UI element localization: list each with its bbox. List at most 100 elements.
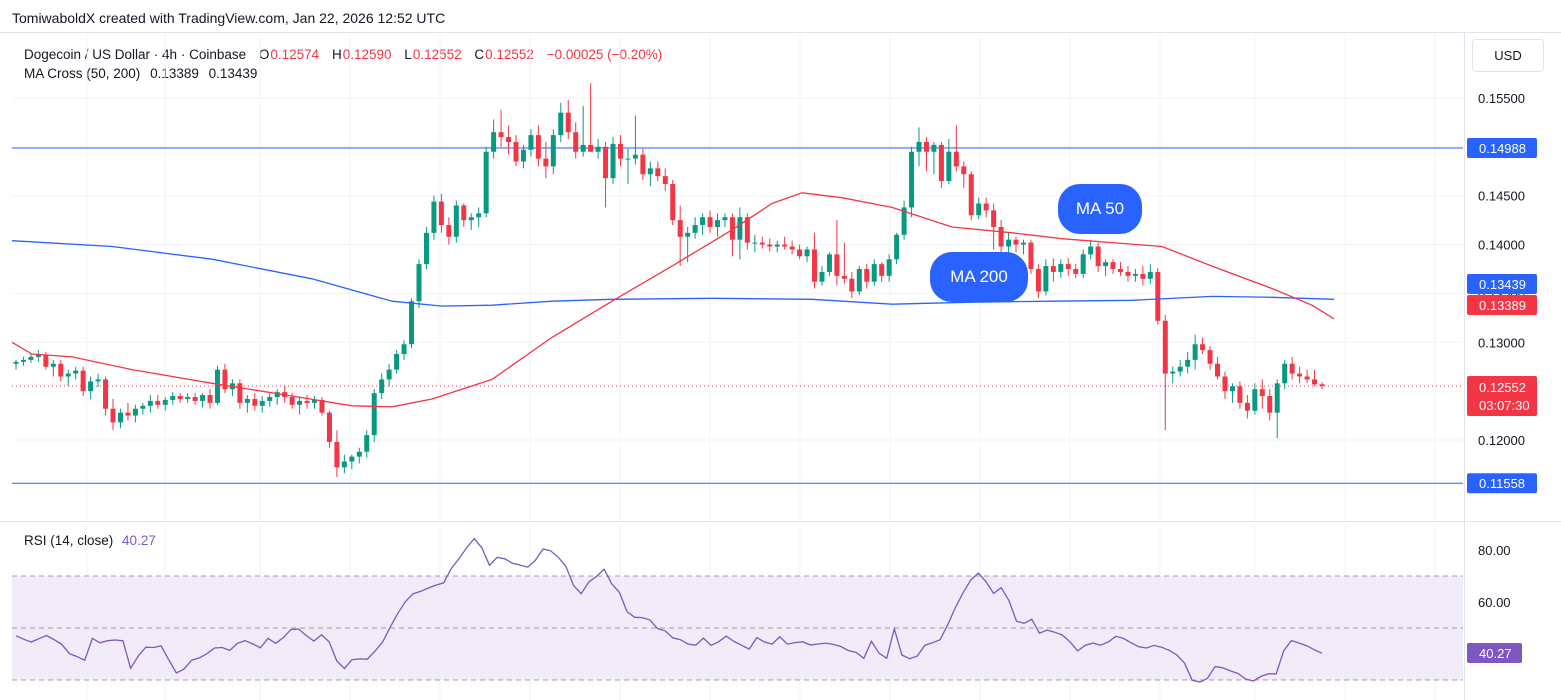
candle-body	[155, 400, 161, 405]
candle-body	[461, 205, 467, 221]
price-tick-label: 0.15500	[1478, 91, 1525, 106]
candle-body	[192, 397, 198, 401]
candle-body	[1229, 386, 1235, 392]
candle-body	[1155, 271, 1161, 321]
candle-body	[162, 399, 168, 405]
support-price-tag-bg	[1467, 473, 1537, 494]
candle-body	[1103, 262, 1109, 267]
candle-body	[1043, 266, 1049, 292]
candle-body	[1177, 366, 1183, 372]
candle-body	[28, 356, 34, 360]
currency-button[interactable]: USD	[1472, 39, 1544, 72]
candle-body	[1222, 376, 1228, 392]
ma50-line	[11, 192, 1335, 408]
candle-body	[80, 370, 86, 392]
candle-body	[95, 379, 101, 382]
candle-body	[1088, 246, 1094, 255]
close-value: 0.12552	[485, 47, 534, 62]
candle-body	[416, 264, 422, 302]
candle-body	[662, 176, 668, 184]
candle-body	[65, 373, 71, 377]
open-label: O	[258, 47, 270, 62]
ma200-legend-value: 0.13439	[208, 66, 258, 81]
candle-body	[1095, 246, 1101, 267]
candle-body	[685, 232, 691, 237]
ma-cross-label: MA Cross (50, 200)	[24, 66, 141, 81]
candle-body	[931, 144, 937, 152]
candle-body	[588, 144, 594, 152]
candle-body	[334, 441, 340, 468]
candle-body	[1013, 239, 1019, 245]
candle-body	[901, 207, 907, 235]
candle-body	[655, 168, 661, 177]
candle-body	[1170, 371, 1176, 374]
candle-body	[677, 220, 683, 237]
candle-body	[371, 393, 377, 436]
candle-body	[1200, 344, 1206, 351]
candle-body	[991, 210, 997, 227]
symbol-title[interactable]: Dogecoin / US Dollar · 4h · Coinbase	[24, 47, 247, 62]
candle-body	[498, 132, 504, 138]
candle-body	[894, 234, 900, 260]
candle-body	[1304, 376, 1310, 380]
candle-body	[468, 217, 474, 221]
rsi-tick-label: 80.00	[1478, 543, 1511, 558]
candle-body	[983, 203, 989, 211]
candle-body	[632, 154, 638, 159]
candle-body	[759, 242, 765, 245]
candle-body	[968, 174, 974, 216]
candle-body	[998, 226, 1004, 247]
candle-body	[341, 461, 347, 468]
candle-body	[804, 249, 810, 257]
ma-legend[interactable]: MA Cross (50, 200) 0.13389 0.13439	[24, 66, 257, 81]
candle-body	[1140, 273, 1146, 279]
rsi-legend[interactable]: RSI (14, close) 40.27	[24, 533, 156, 548]
candle-body	[297, 400, 303, 405]
candle-body	[595, 146, 601, 152]
candle-body	[886, 259, 892, 276]
candle-body	[715, 220, 721, 227]
ma50-annotation: MA 50	[1058, 184, 1142, 234]
price-tick-label: 0.13000	[1478, 335, 1525, 350]
candle-body	[1312, 379, 1318, 385]
candle-body	[1185, 359, 1191, 367]
price-tick-label: 0.12000	[1478, 433, 1525, 448]
candle-body	[1080, 254, 1086, 274]
candle-body	[909, 151, 915, 208]
rsi-line	[15, 537, 1323, 683]
last-price-tag: 0.12552	[1479, 380, 1526, 395]
candle-body	[1237, 386, 1243, 403]
candle-body	[244, 398, 250, 403]
candle-body	[177, 396, 183, 399]
candle-body	[640, 154, 646, 175]
candle-body	[13, 361, 19, 364]
candle-body	[744, 217, 750, 243]
candle-body	[565, 112, 571, 133]
candle-body	[617, 143, 623, 159]
ma200-annotation: MA 200	[930, 252, 1028, 302]
candle-body	[364, 435, 370, 452]
candle-body	[50, 363, 56, 367]
candle-body	[88, 381, 94, 392]
candle-body	[20, 359, 26, 362]
candle-body	[379, 379, 385, 394]
resistance-price-tag: 0.14988	[1479, 141, 1526, 156]
candle-body	[1058, 264, 1064, 272]
symbol-legend: Dogecoin / US Dollar · 4h · Coinbase O 0.…	[24, 45, 662, 65]
rsi-tick-label: 60.00	[1478, 595, 1511, 610]
candle-body	[147, 400, 153, 406]
candle-body	[610, 143, 616, 179]
candle-body	[647, 168, 653, 175]
candle-body	[879, 264, 885, 276]
candle-body	[1028, 242, 1034, 269]
candle-body	[573, 132, 579, 152]
candle-body	[767, 244, 773, 247]
candle-body	[1282, 363, 1288, 384]
candle-body	[603, 146, 609, 179]
ma50-legend-value: 0.13389	[150, 66, 199, 81]
candle-body	[1020, 242, 1026, 245]
price-tick-label: 0.14500	[1478, 189, 1525, 204]
candle-body	[558, 112, 564, 136]
candle-body	[1252, 389, 1258, 411]
